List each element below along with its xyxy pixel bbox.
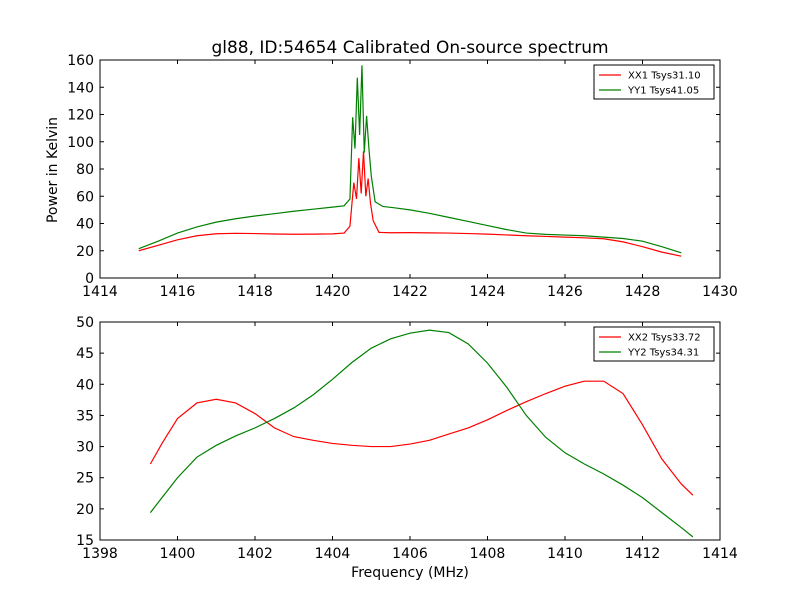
x-tick-label-1-6: 1410 bbox=[547, 546, 583, 562]
x-tick-label-0-0: 1414 bbox=[82, 284, 118, 300]
x-tick-label-1-4: 1406 bbox=[392, 546, 428, 562]
top-plot: 1414 1416 1418 1420 1422 1424 1426 1428 1430 0 20 4… bbox=[67, 53, 738, 300]
x-tick-label-1-0: 1398 bbox=[82, 546, 118, 562]
legend-box-0 bbox=[593, 64, 715, 100]
series-line-1-0 bbox=[149, 380, 694, 496]
legend-label-0-1: YY1 Tsys41.05 bbox=[627, 86, 699, 97]
x-tick-label-1-1: 1400 bbox=[160, 546, 196, 562]
y-tick-label-1-1: 20 bbox=[76, 502, 94, 518]
legend-label-0-0: XX1 Tsys31.10 bbox=[628, 71, 701, 82]
y-tick-label-1-0: 15 bbox=[76, 533, 94, 549]
y-tick-label-0-7: 140 bbox=[67, 80, 94, 96]
y-tick-label-0-3: 60 bbox=[76, 189, 94, 205]
chart-title: gl88, ID:54654 Calibrated On-source spec… bbox=[211, 38, 608, 58]
y-tick-label-1-5: 40 bbox=[76, 377, 94, 393]
y-tick-label-1-7: 50 bbox=[76, 315, 94, 331]
x-tick-label-0-1: 1416 bbox=[160, 284, 196, 300]
x-tick-label-0-2: 1418 bbox=[237, 284, 273, 300]
legend-box-1 bbox=[593, 326, 715, 362]
y-axis-label: Power in Kelvin bbox=[45, 117, 61, 223]
x-tick-label-1-2: 1402 bbox=[237, 546, 273, 562]
x-axis-label: Frequency (MHz) bbox=[351, 565, 469, 581]
y-tick-label-1-3: 30 bbox=[76, 440, 94, 456]
x-tick-label-1-5: 1408 bbox=[470, 546, 506, 562]
series-line-1-1 bbox=[149, 329, 694, 538]
y-tick-label-0-0: 0 bbox=[85, 271, 94, 287]
legend-label-1-1: YY2 Tsys34.31 bbox=[627, 348, 699, 359]
legend-label-1-0: XX2 Tsys33.72 bbox=[628, 333, 701, 344]
y-tick-label-1-6: 45 bbox=[76, 346, 94, 362]
x-tick-label-0-3: 1420 bbox=[315, 284, 351, 300]
y-tick-label-0-8: 160 bbox=[67, 53, 94, 69]
x-tick-label-0-7: 1428 bbox=[625, 284, 661, 300]
bottom-plot: 1398 1400 1402 1404 1406 1408 1410 1412 1414 15 20… bbox=[76, 315, 738, 562]
y-tick-label-0-1: 20 bbox=[76, 244, 94, 260]
y-tick-label-1-4: 35 bbox=[76, 408, 94, 424]
x-tick-label-0-5: 1424 bbox=[470, 284, 506, 300]
y-tick-label-0-4: 80 bbox=[76, 162, 94, 178]
x-tick-label-1-3: 1404 bbox=[315, 546, 351, 562]
y-tick-label-0-2: 40 bbox=[76, 217, 94, 233]
x-tick-label-0-6: 1426 bbox=[547, 284, 583, 300]
x-tick-label-1-7: 1412 bbox=[625, 546, 661, 562]
x-tick-label-0-8: 1430 bbox=[702, 284, 738, 300]
y-tick-label-0-6: 120 bbox=[67, 108, 94, 124]
x-tick-label-1-8: 1414 bbox=[702, 546, 738, 562]
y-tick-label-0-5: 100 bbox=[67, 135, 94, 151]
series-line-0-0 bbox=[138, 151, 682, 257]
y-tick-label-1-2: 25 bbox=[76, 471, 94, 487]
series-line-0-1 bbox=[138, 65, 682, 254]
x-tick-label-0-4: 1422 bbox=[392, 284, 428, 300]
